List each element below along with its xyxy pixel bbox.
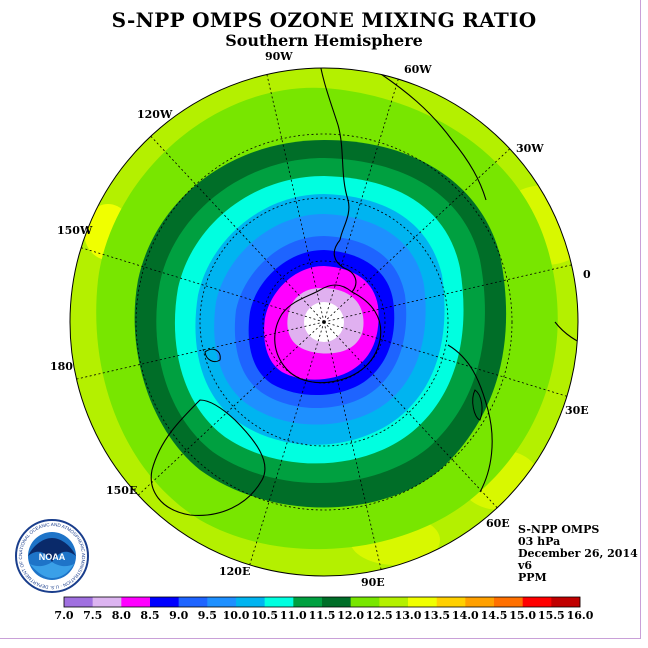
antarctic-peninsula [333,239,357,293]
colorbar-swatch [322,597,351,607]
meridian-line [137,321,325,496]
colorbar-swatch [264,597,294,607]
colorbar-swatch [494,597,523,607]
page-subtitle: Southern Hemisphere [225,31,423,50]
colorbar-swatch [236,597,265,607]
longitude-labels: 90W 60W 30W 0 30E 60E 90E 120E 150E 180 … [50,50,591,589]
pressure-level: 03 hPa [518,535,561,548]
lon-label-0: 0 [583,268,591,281]
meridian-line [150,135,325,323]
colorbar-swatch [350,597,380,607]
colorbar-frame [63,596,581,608]
colorbar-label: 11.0 [280,609,307,622]
meridian-line [76,321,325,380]
page-title: S-NPP OMPS OZONE MIXING RATIO [111,8,537,32]
colorbar-swatch [293,597,323,607]
colorbar-label: 15.5 [538,609,565,622]
colorbar-swatch [92,597,122,607]
meridian-line [323,264,572,323]
logo-text: NOAA [39,552,66,562]
lon-label-90w: 90W [265,50,293,63]
colorbar-label: 7.5 [83,609,102,622]
meridian-line [323,78,399,323]
colorbar-label: 13.0 [395,609,422,622]
lon-label-30w: 30W [516,142,544,155]
lon-label-150w: 150W [57,224,93,237]
colorbar-label: 14.0 [452,609,479,622]
version-label: v6 [518,559,533,572]
latitude-circle [135,133,513,511]
lon-label-60w: 60W [404,63,432,76]
date-label: December 26, 2014 [518,547,638,560]
units-label: PPM [518,571,547,584]
colorbar-label: 10.5 [251,609,278,622]
colorbar-label: 10.0 [223,609,250,622]
meridian-line [323,321,382,570]
graticule [76,74,572,570]
latitude-circle [199,197,449,447]
colorbar-swatch [551,597,581,607]
africa-coast [447,344,493,493]
colorbar-label: 8.5 [140,609,159,622]
meridian-line [323,148,511,323]
instrument-label: S-NPP OMPS [518,523,600,536]
lon-label-60e: 60E [486,517,510,530]
figure-frame [0,0,641,639]
south-america-east-coast [374,69,487,201]
colorbar-label: 13.5 [423,609,450,622]
lon-label-120e: 120E [219,565,250,578]
colorbar-label: 7.0 [54,609,73,622]
ozone-field [70,68,578,576]
new-zealand-coast [204,348,221,363]
meridian-line [323,321,568,397]
meridian-line [266,74,325,323]
lon-label-120w: 120W [137,108,173,121]
south-america-coast [317,68,350,241]
latitude-circle [262,260,386,384]
globe-outline [69,67,579,577]
colorbar: 7.0 7.5 8.0 8.5 9.0 9.5 10.0 10.5 11.0 11.5 12.0 12… [54,596,594,622]
africa-south-coast [554,321,578,346]
colorbar-label: 9.0 [169,609,188,622]
lon-label-150e: 150E [106,484,137,497]
meridian-line [80,247,325,323]
colorbar-swatch [150,597,179,607]
colorbar-label: 12.0 [337,609,364,622]
lon-label-30e: 30E [565,404,589,417]
info-block: S-NPP OMPS 03 hPa December 26, 2014 v6 P… [518,524,638,584]
colorbar-swatch [379,597,409,607]
colorbar-label: 16.0 [567,609,594,622]
colorbar-swatch [64,597,93,607]
colorbar-swatch [522,597,552,607]
meridian-line [249,321,325,566]
colorbar-swatch [178,597,208,607]
colorbar-label: 8.0 [112,609,131,622]
colorbar-swatch [436,597,466,607]
australia-coast [150,399,266,516]
colorbar-label: 11.5 [309,609,336,622]
antarctica-coast [274,284,382,384]
colorbar-swatch [465,597,495,607]
colorbar-label: 9.5 [198,609,217,622]
madagascar-coast [472,389,483,421]
colorbar-swatch [408,597,437,607]
meridian-line [323,321,498,509]
lon-label-180: 180 [50,360,73,373]
colorbar-swatch [121,597,151,607]
meridians [76,74,572,570]
lon-label-90e: 90E [361,576,385,589]
colorbar-swatch [207,597,237,607]
colorbar-label: 12.5 [366,609,393,622]
colorbar-label: 14.5 [481,609,508,622]
noaa-logo: NOAA NATIONAL OCEANIC AND ATMOSPHERIC AD… [14,518,90,594]
colorbar-label: 15.0 [509,609,536,622]
